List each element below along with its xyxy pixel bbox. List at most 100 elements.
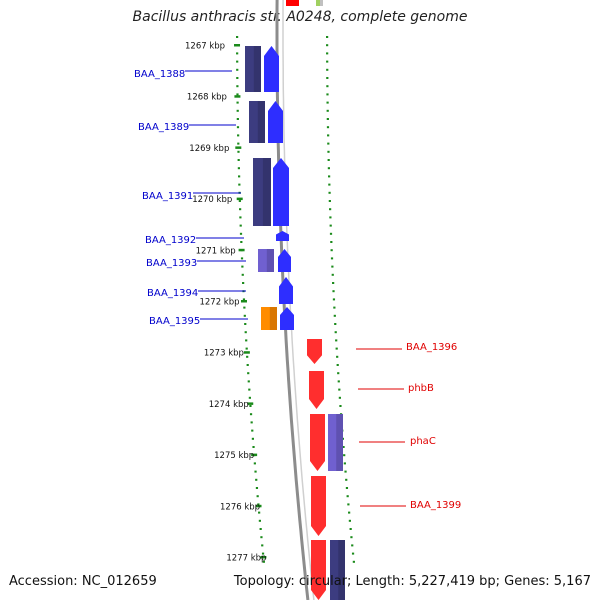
tick-inner [262,560,265,563]
scale-label: 1270 kbp [192,195,232,205]
tick-inner [251,429,254,432]
gene-arrow-1399 [311,476,326,536]
gene-arrow-bottom-shine [311,540,326,600]
scale-tick-major [243,351,250,354]
gene-arrow-1395 [280,307,294,330]
tick-outer [337,372,340,375]
scale-label: 1277 kbp [226,554,266,564]
tick-inner [240,241,243,243]
tick-inner [236,101,239,104]
tick-inner [236,36,239,38]
tick-inner [236,109,239,112]
tick-outer [327,150,330,153]
gene-block-1393 [258,249,274,272]
gene-arrow-1395-shine [280,307,294,330]
gene-arrow-1389-shine [268,101,283,143]
gene-block-1391 [253,158,271,226]
tick-outer [338,388,341,391]
tick-outer [329,224,332,227]
gene-block-phaC-shade [336,414,343,471]
accession-text: Accession: NC_012659 [9,574,157,589]
tick-inner [236,126,240,129]
tick-inner [255,478,258,481]
tick-outer [329,208,332,211]
tick-outer [327,159,330,161]
gene-block-1389 [249,101,265,143]
tick-inner [237,167,240,170]
tick-inner [246,355,249,358]
gene-block-1393-shade [266,249,274,272]
tick-outer [326,126,330,129]
tick-outer [346,495,349,498]
tick-inner [236,77,239,79]
tick-inner [238,175,241,178]
gene-arrow-1394 [279,277,293,304]
top-strip-gray [320,0,323,6]
gene-label: phbB [408,383,434,394]
gene-block-1395-shade [269,307,277,330]
scale-tick-major [251,453,258,457]
tick-inner [239,224,242,227]
tick-inner [244,323,247,325]
gene-label: BAA_1389 [138,122,189,133]
tick-inner [242,298,246,301]
gene-block-1388-shade [253,46,261,92]
tick-inner [249,405,252,407]
tick-inner [245,347,248,350]
tick-outer [333,314,336,317]
tick-inner [236,93,239,96]
gene-arrow-bottom [311,540,326,600]
tick-inner [237,134,240,137]
tick-outer [329,232,333,235]
gene-arrow-phbB [309,371,324,409]
scale-label: 1267 kbp [185,42,225,52]
tick-inner [258,511,261,514]
tick-outer [326,36,329,38]
tick-inner [239,232,243,235]
scale-label: 1273 kbp [204,349,244,359]
tick-inner [255,487,259,489]
gene-block-1391-shade [262,158,271,226]
tick-outer [334,323,337,325]
scale-tick-major [234,44,241,47]
tick-outer [348,519,351,522]
tick-inner [260,536,263,539]
tick-outer [348,511,351,514]
tick-inner [238,200,241,202]
tick-outer [329,216,332,219]
scale-tick-major [255,504,262,508]
tick-outer [326,44,329,47]
scale-tick-major [260,556,267,559]
gene-label: BAA_1388 [134,69,185,80]
gene-arrow-1392-shine [276,231,289,241]
scale-tick-major [234,95,241,98]
tick-inner [241,273,244,276]
top-strip-green [316,0,320,6]
tick-outer [333,306,336,309]
tick-outer [326,85,329,88]
tick-outer [339,405,342,407]
scale-tick-major [247,402,254,405]
tick-outer [326,93,329,96]
tick-outer [326,109,329,112]
tick-outer [345,487,349,489]
tick-outer [326,101,329,104]
gene-arrow-1396-shine [307,339,322,364]
tick-outer [326,77,329,79]
tick-inner [243,306,246,309]
tick-outer [344,470,347,473]
gene-block-1388 [245,46,261,92]
tick-inner [250,421,253,424]
gene-arrow-1392 [276,231,289,241]
tick-outer [331,273,334,276]
tick-outer [338,396,341,399]
tick-outer [331,265,334,268]
tick-outer [327,134,330,137]
tick-inner [241,265,244,268]
tick-inner [247,372,250,375]
tick-outer [332,290,335,293]
scale-tick-major [240,300,247,303]
tick-inner [238,183,241,186]
tick-outer [332,298,336,301]
tick-inner [261,544,264,547]
